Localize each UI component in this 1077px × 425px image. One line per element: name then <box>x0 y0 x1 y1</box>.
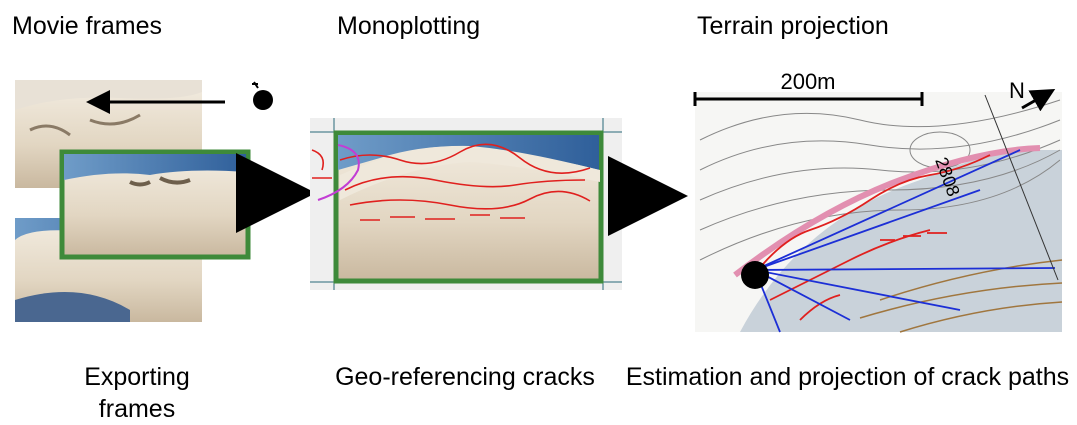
terrain-map: 200m N 2808 <box>693 69 1063 333</box>
step-caption: Estimation and projection of crack paths <box>625 363 1070 391</box>
scale-label: 200m <box>780 69 835 94</box>
step-title: Movie frames <box>12 12 163 40</box>
step-title: Monoplotting <box>337 12 481 40</box>
step-caption: Exporting frames <box>84 363 190 423</box>
north-label: N <box>1009 78 1025 103</box>
step-title: Terrain projection <box>697 12 889 40</box>
movie-frames <box>15 80 273 322</box>
step-caption: Geo-referencing cracks <box>335 363 595 391</box>
monoplot <box>310 118 622 290</box>
